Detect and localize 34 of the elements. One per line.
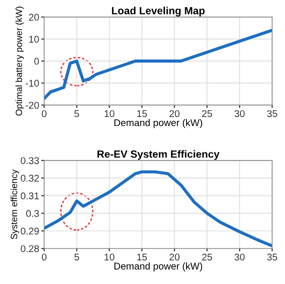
x-axis-title: Demand power (kW) <box>114 262 202 272</box>
x-tick-label: 35 <box>267 254 278 260</box>
y-tick-label: -20 <box>26 102 39 109</box>
y-tick-label: 0.28 <box>20 245 39 252</box>
y-tick-label: 0.29 <box>20 228 39 235</box>
y-tick-label: -10 <box>26 80 39 87</box>
chart-title: Load Leveling Map <box>112 6 205 16</box>
x-tick-label: 15 <box>137 110 147 118</box>
x-axis-title: Demand power (kW) <box>114 119 202 128</box>
x-tick-label: 35 <box>267 110 278 118</box>
x-tick-label: 5 <box>74 254 80 260</box>
line-series <box>44 28 272 100</box>
y-tick-label: 0.33 <box>20 157 39 164</box>
x-tick-label: 20 <box>170 110 180 118</box>
x-tick-label: 30 <box>234 110 245 118</box>
x-tick-label: 0 <box>42 254 46 260</box>
y-tick-label: 0.31 <box>20 192 39 200</box>
x-tick-label: 10 <box>104 110 114 118</box>
x-tick-label: 25 <box>202 254 212 260</box>
x-tick-label: 5 <box>74 110 80 118</box>
x-tick-label: 10 <box>104 254 114 260</box>
x-tick-label: 15 <box>137 254 147 260</box>
y-tick-label: 20 <box>28 14 39 21</box>
x-tick-label: 30 <box>234 254 245 260</box>
y-tick-label: 0.3 <box>26 210 39 217</box>
y-axis-title: System efficiency <box>10 169 20 240</box>
y-tick-label: 10 <box>29 36 39 43</box>
x-tick-label: 20 <box>170 254 180 260</box>
x-tick-label: 0 <box>42 110 46 118</box>
chart-title: Re-EV System Efficiency <box>98 150 220 160</box>
x-tick-label: 25 <box>202 110 212 118</box>
y-tick-label: 0 <box>34 58 39 65</box>
y-tick-label: 0.32 <box>20 174 39 182</box>
y-axis-title: Optimal battery power (kW) <box>15 6 24 116</box>
